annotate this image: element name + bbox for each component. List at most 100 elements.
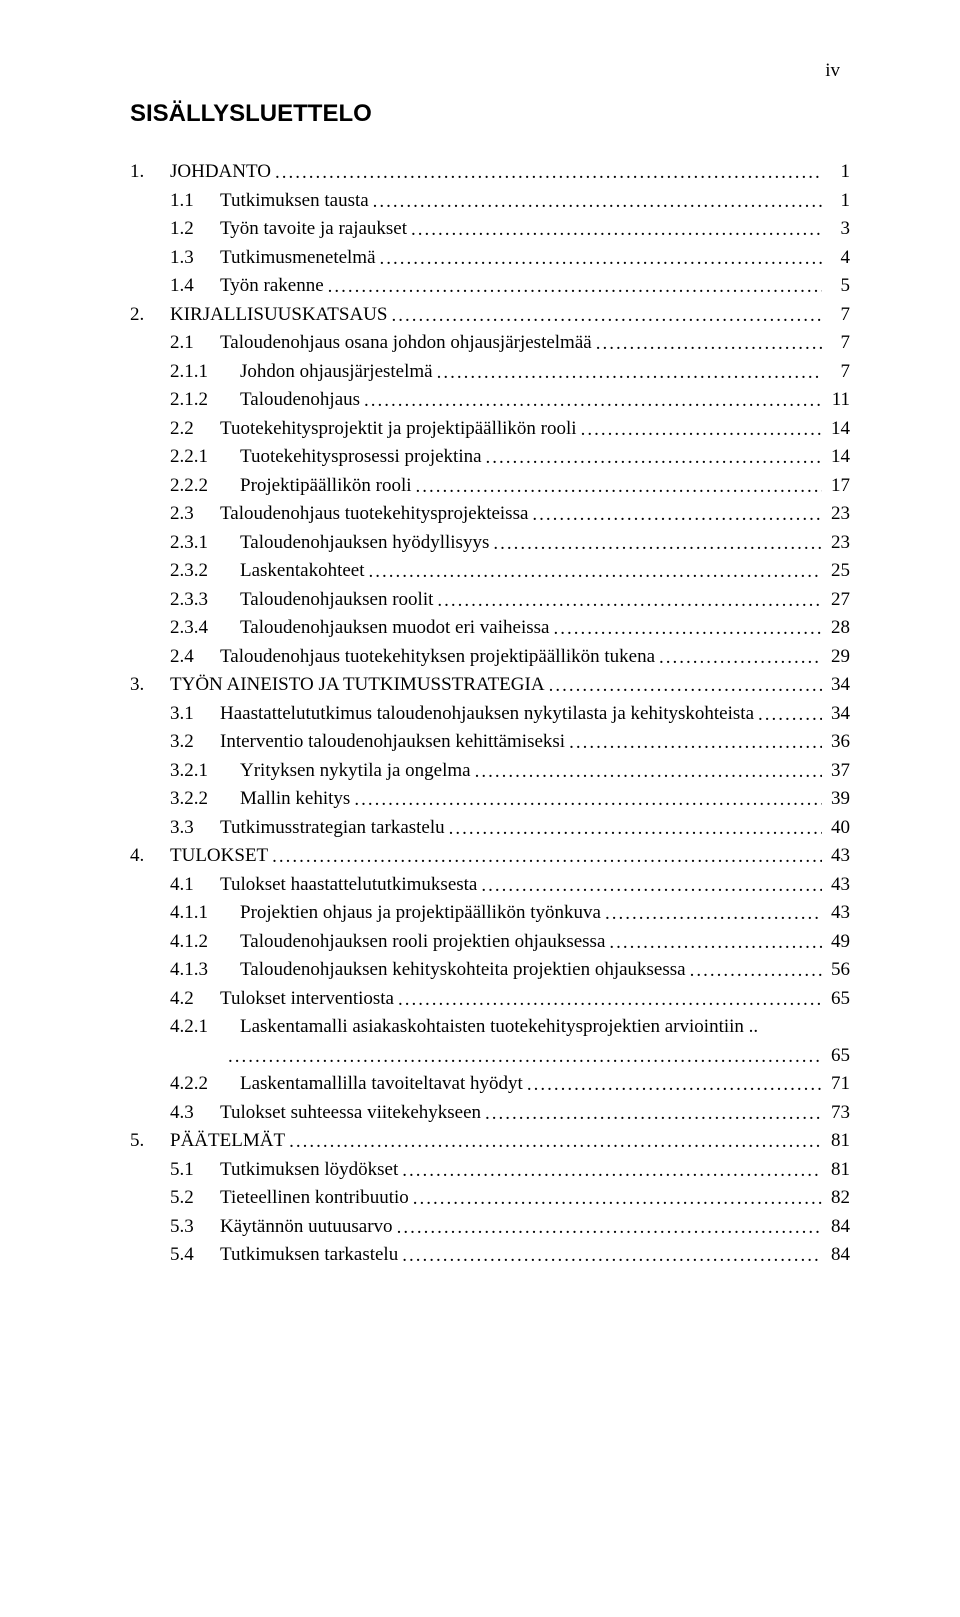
toc-entry-page: 49 (826, 928, 850, 957)
toc-dot-leader (411, 216, 822, 245)
toc-entry: 1.3Tutkimusmenetelmä 4 (130, 244, 850, 273)
toc-entry-text: Taloudenohjaus osana johdon ohjausjärjes… (220, 329, 592, 358)
toc-dot-leader (549, 672, 822, 701)
toc-entry-number: 3.2 (170, 728, 220, 757)
toc-entry-page: 14 (826, 443, 850, 472)
toc-entry-number: 1.3 (170, 244, 220, 273)
toc-entry: 1.2Työn tavoite ja rajaukset3 (130, 215, 850, 244)
toc-dot-leader (391, 302, 822, 331)
toc-entry: 1.1Tutkimuksen tausta1 (130, 187, 850, 216)
toc-entry-page: 73 (826, 1099, 850, 1128)
toc-entry: 2.3.3Taloudenohjauksen roolit27 (130, 586, 850, 615)
toc-dot-leader (398, 986, 822, 1015)
toc-entry: 3.2.1Yrityksen nykytila ja ongelma37 (130, 757, 850, 786)
toc-entry-page: 43 (826, 899, 850, 928)
toc-entry-text: Interventio taloudenohjauksen kehittämis… (220, 728, 565, 757)
toc-dot-leader (493, 530, 822, 559)
toc-entry-number: 2.1 (170, 329, 220, 358)
toc-entry: 2.3.1Taloudenohjauksen hyödyllisyys23 (130, 529, 850, 558)
toc-entry-number: 2.3.2 (170, 557, 240, 586)
toc-dot-leader (569, 729, 822, 758)
toc-entry: 4.1Tulokset haastattelututkimuksesta 43 (130, 871, 850, 900)
toc-entry: 2.1Taloudenohjaus osana johdon ohjausjär… (130, 329, 850, 358)
toc-entry: 1.JOHDANTO1 (130, 158, 850, 187)
toc-entry-text: Tuotekehitysprosessi projektina (240, 443, 482, 472)
toc-dot-leader (416, 473, 822, 502)
toc-entry-page: 14 (826, 415, 850, 444)
toc-entry: 2.3.4Taloudenohjauksen muodot eri vaihei… (130, 614, 850, 643)
toc-entry-page: 84 (826, 1213, 850, 1242)
toc-entry-text: Tutkimuksen löydökset (220, 1156, 398, 1185)
toc-entry-page: 81 (826, 1156, 850, 1185)
toc-entry-text: Tutkimusmenetelmä (220, 244, 376, 273)
toc-dot-leader (437, 587, 822, 616)
toc-dot-leader (354, 786, 822, 815)
toc-entry-page: 3 (826, 215, 850, 244)
toc-dot-leader (659, 644, 822, 673)
toc-entry: 2.4Taloudenohjaus tuotekehityksen projek… (130, 643, 850, 672)
toc-dot-leader (553, 615, 822, 644)
toc-entry-text: Laskentamallilla tavoiteltavat hyödyt (240, 1070, 523, 1099)
toc-entry-page: 65 (826, 1042, 850, 1071)
toc-entry-number: 2.3 (170, 500, 220, 529)
toc-entry-page: 37 (826, 757, 850, 786)
toc-entry: 5.PÄÄTELMÄT81 (130, 1127, 850, 1156)
toc-entry-text: Taloudenohjaus tuotekehityksen projektip… (220, 643, 655, 672)
toc-entry: 2.KIRJALLISUUSKATSAUS7 (130, 301, 850, 330)
toc-entry: 4.2.1Laskentamalli asiakaskohtaisten tuo… (130, 1013, 850, 1042)
toc-entry-number: 4.1.3 (170, 956, 240, 985)
toc-entry: 4.1.3Taloudenohjauksen kehityskohteita p… (130, 956, 850, 985)
toc-dot-leader (272, 843, 822, 872)
toc-dot-leader (532, 501, 822, 530)
toc-entry-text: Mallin kehitys (240, 785, 350, 814)
toc-entry: 2.2.1Tuotekehitysprosessi projektina 14 (130, 443, 850, 472)
toc-dot-leader (275, 159, 822, 188)
toc-entry: 4.2.2Laskentamallilla tavoiteltavat hyöd… (130, 1070, 850, 1099)
toc-entry-page: 34 (826, 671, 850, 700)
toc-entry-page: 39 (826, 785, 850, 814)
toc-entry-number: 3.1 (170, 700, 220, 729)
toc-entry-text: Tulokset haastattelututkimuksesta (220, 871, 477, 900)
toc-dot-leader (605, 900, 822, 929)
toc-entry-page: 7 (826, 358, 850, 387)
toc-entry-text: Taloudenohjaus (240, 386, 360, 415)
toc-dot-leader (475, 758, 822, 787)
toc-entry-page: 43 (826, 842, 850, 871)
toc-dot-leader (486, 444, 822, 473)
toc-entry-number: 5.3 (170, 1213, 220, 1242)
toc-dot-leader (581, 416, 822, 445)
toc-entry-page: 4 (826, 244, 850, 273)
toc-entry-number: 2.2.1 (170, 443, 240, 472)
toc-entry-number: 4.1 (170, 871, 220, 900)
toc-entry-page: 71 (826, 1070, 850, 1099)
toc-dot-leader (228, 1043, 822, 1072)
toc-entry: 5.3Käytännön uutuusarvo84 (130, 1213, 850, 1242)
toc-entry-text: Laskentakohteet (240, 557, 365, 586)
toc-entry-number: 4.2 (170, 985, 220, 1014)
toc-entry-page: 11 (826, 386, 850, 415)
toc-entry: 4.1.1Projektien ohjaus ja projektipäälli… (130, 899, 850, 928)
toc-entry-number: 4.2.2 (170, 1070, 240, 1099)
toc-entry-text: Tuotekehitysprojektit ja projektipäällik… (220, 415, 577, 444)
toc-entry: 5.2Tieteellinen kontribuutio82 (130, 1184, 850, 1213)
toc-title: SISÄLLYSLUETTELO (130, 100, 850, 128)
toc-entry-number: 2.3.3 (170, 586, 240, 615)
toc-entry-number: 5.2 (170, 1184, 220, 1213)
toc-entry-page: 1 (826, 158, 850, 187)
toc-entry: 5.1Tutkimuksen löydökset81 (130, 1156, 850, 1185)
toc-entry-number: 2.2.2 (170, 472, 240, 501)
toc-dot-leader (527, 1071, 822, 1100)
toc-entry-page: 34 (826, 700, 850, 729)
toc-entry: 2.3.2Laskentakohteet25 (130, 557, 850, 586)
toc-dot-leader (609, 929, 822, 958)
toc-entry-text: Haastattelututkimus taloudenohjauksen ny… (220, 700, 754, 729)
toc-dot-leader (481, 872, 822, 901)
toc-entry: 2.3Taloudenohjaus tuotekehitysprojekteis… (130, 500, 850, 529)
table-of-contents: 1.JOHDANTO11.1Tutkimuksen tausta11.2Työn… (130, 158, 850, 1270)
toc-entry-page: 29 (826, 643, 850, 672)
toc-entry-text: PÄÄTELMÄT (170, 1127, 285, 1156)
toc-entry-text: Taloudenohjauksen roolit (240, 586, 433, 615)
toc-entry-number: 2.1.1 (170, 358, 240, 387)
toc-entry-number: 4. (130, 842, 170, 871)
toc-entry-page: 43 (826, 871, 850, 900)
